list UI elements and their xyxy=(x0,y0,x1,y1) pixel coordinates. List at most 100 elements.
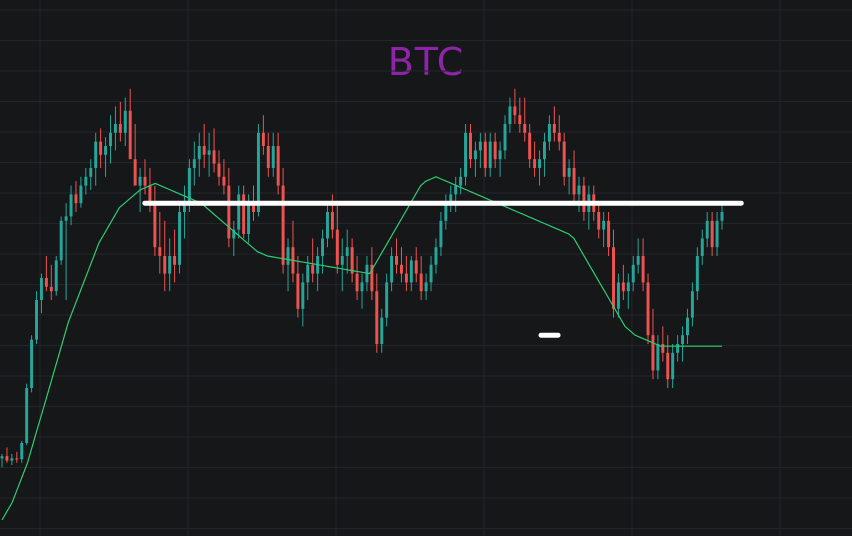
candle-body xyxy=(542,141,546,160)
candle-body xyxy=(577,185,581,195)
candle-body xyxy=(109,132,112,146)
candle-body xyxy=(404,273,408,283)
candle-body xyxy=(123,110,127,133)
candle-body xyxy=(252,203,255,212)
candle-body xyxy=(612,247,615,309)
candle-body xyxy=(434,247,438,265)
candle-body xyxy=(350,247,354,274)
candle-body xyxy=(49,286,53,292)
candle-body xyxy=(173,256,177,265)
candle-body xyxy=(547,124,551,142)
candle-body xyxy=(686,317,689,336)
candle-body xyxy=(178,212,182,265)
candle-body xyxy=(518,115,522,124)
candle-body xyxy=(311,264,315,274)
candle-body xyxy=(89,168,93,177)
candle-body xyxy=(414,260,418,274)
candle-body xyxy=(395,256,398,265)
candle-body xyxy=(113,124,117,133)
candle-body xyxy=(266,146,270,168)
candle-body xyxy=(666,352,670,380)
candle-body xyxy=(10,458,14,461)
candle-body xyxy=(459,176,463,186)
candle-body xyxy=(557,132,561,142)
candle-body xyxy=(326,212,329,239)
candle-body xyxy=(390,256,394,283)
candle-body xyxy=(424,282,428,292)
candle-body xyxy=(20,443,24,460)
candle-body xyxy=(646,282,650,336)
candle-body xyxy=(508,106,512,124)
candle-body xyxy=(681,335,685,344)
candle-body xyxy=(192,159,196,168)
candle-body xyxy=(385,282,389,318)
candle-body xyxy=(439,220,443,248)
candle-body xyxy=(271,146,275,168)
candle-body xyxy=(454,185,458,195)
candle-body xyxy=(30,339,34,388)
candle-body xyxy=(651,335,655,371)
candle-body xyxy=(247,203,251,234)
candle-body xyxy=(182,203,186,212)
candle-body xyxy=(281,185,285,265)
candle-body xyxy=(449,194,453,204)
candle-body xyxy=(237,194,241,230)
candle-body xyxy=(345,247,349,256)
candle-body xyxy=(567,168,571,177)
candle-body xyxy=(148,185,152,204)
candle-body xyxy=(469,132,472,160)
candle-body xyxy=(661,344,665,353)
candle-body xyxy=(538,159,542,168)
candle-body xyxy=(715,220,719,248)
candle-body xyxy=(153,203,157,248)
candle-body xyxy=(429,264,433,283)
candle-body xyxy=(222,176,226,186)
candle-body xyxy=(626,282,630,292)
candle-body xyxy=(212,150,216,164)
candle-body xyxy=(168,256,172,274)
candle-body xyxy=(276,146,280,186)
candle-body xyxy=(84,176,88,186)
candle-body xyxy=(94,141,98,168)
candle-body xyxy=(35,300,38,340)
candle-body xyxy=(242,194,246,234)
candle-body xyxy=(187,168,191,204)
candle-body xyxy=(25,388,29,443)
candle-body xyxy=(355,273,359,292)
candle-body xyxy=(118,124,122,133)
candle-body xyxy=(533,159,537,168)
candle-body xyxy=(473,150,477,160)
candle-body xyxy=(488,141,492,168)
candle-body xyxy=(695,256,699,292)
candle-body xyxy=(483,141,487,168)
candle-body xyxy=(720,212,724,221)
candle-body xyxy=(498,150,502,160)
candle-body xyxy=(197,146,201,160)
candle-body xyxy=(464,132,468,177)
candle-body xyxy=(572,168,576,195)
candle-body xyxy=(99,141,103,155)
candle-body xyxy=(79,185,83,204)
candle-body xyxy=(607,220,611,248)
candle-body xyxy=(690,291,694,318)
candle-body xyxy=(163,256,167,274)
candle-body xyxy=(104,146,108,155)
candle-body xyxy=(597,212,601,230)
moving-average-line xyxy=(1,176,722,521)
candle-body xyxy=(335,229,339,265)
candle-body xyxy=(656,344,660,371)
candle-body xyxy=(582,185,586,212)
candle-body xyxy=(636,256,640,265)
candle-body xyxy=(330,212,334,230)
candle-body xyxy=(562,141,566,177)
candle-body xyxy=(409,260,413,283)
candle-body xyxy=(710,220,714,248)
candle-body xyxy=(493,141,497,160)
candle-body xyxy=(621,282,625,292)
candle-body xyxy=(261,132,265,146)
candle-body xyxy=(478,141,482,151)
candle-body xyxy=(5,456,9,461)
candle-body xyxy=(59,220,63,261)
candle-body xyxy=(15,458,19,460)
